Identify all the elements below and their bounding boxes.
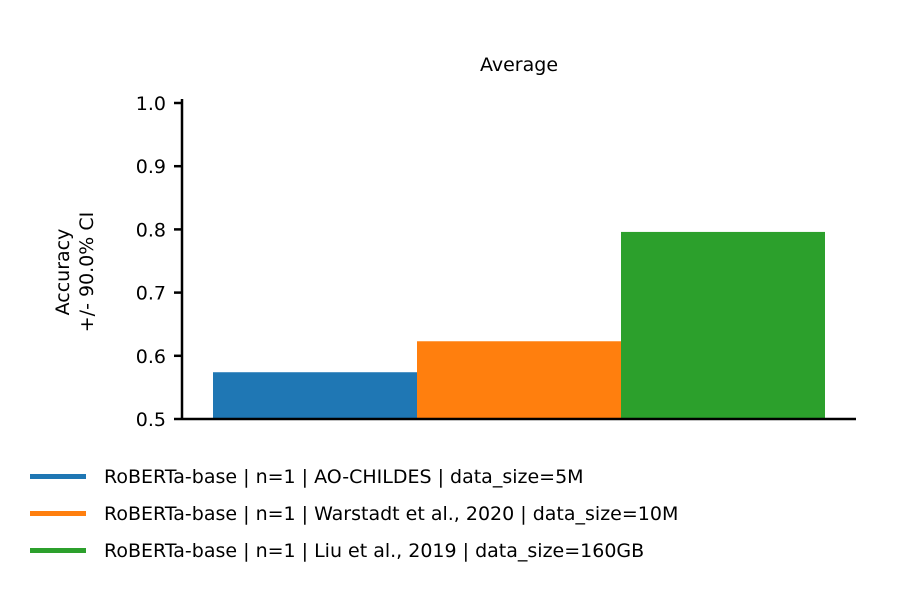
y-tick-label-4: 0.9: [136, 156, 166, 178]
legend-label-2: RoBERTa-base | n=1 | Warstadt et al., 20…: [104, 502, 679, 525]
bar-1: [213, 372, 417, 419]
bar-3: [621, 231, 825, 419]
y-axis-label: Accuracy +/- 90.0% CI: [52, 212, 98, 333]
legend-swatch-2: [30, 511, 86, 516]
legend-item-3: RoBERTa-base | n=1 | Liu et al., 2019 | …: [30, 532, 678, 569]
legend: RoBERTa-base | n=1 | AO-CHILDES | data_s…: [30, 458, 678, 569]
legend-item-1: RoBERTa-base | n=1 | AO-CHILDES | data_s…: [30, 458, 678, 495]
legend-item-2: RoBERTa-base | n=1 | Warstadt et al., 20…: [30, 495, 678, 532]
y-tick-label-5: 1.0: [136, 93, 166, 115]
y-axis-label-line-2: +/- 90.0% CI: [76, 212, 98, 333]
bar-2: [417, 341, 621, 419]
y-tick-label-3: 0.8: [136, 219, 166, 241]
y-tick-label-2: 0.7: [136, 283, 166, 305]
legend-label-1: RoBERTa-base | n=1 | AO-CHILDES | data_s…: [104, 465, 584, 488]
y-tick-label-0: 0.5: [136, 409, 166, 431]
bars-group: [213, 231, 825, 419]
y-axis: 0.5 0.6 0.7 0.8 0.9 1.0: [136, 93, 184, 431]
y-axis-label-line-1: Accuracy: [52, 229, 74, 316]
chart-title: Average: [480, 54, 558, 76]
legend-label-3: RoBERTa-base | n=1 | Liu et al., 2019 | …: [104, 539, 645, 562]
y-tick-label-1: 0.6: [136, 346, 166, 368]
legend-swatch-3: [30, 548, 86, 553]
legend-swatch-1: [30, 474, 86, 479]
